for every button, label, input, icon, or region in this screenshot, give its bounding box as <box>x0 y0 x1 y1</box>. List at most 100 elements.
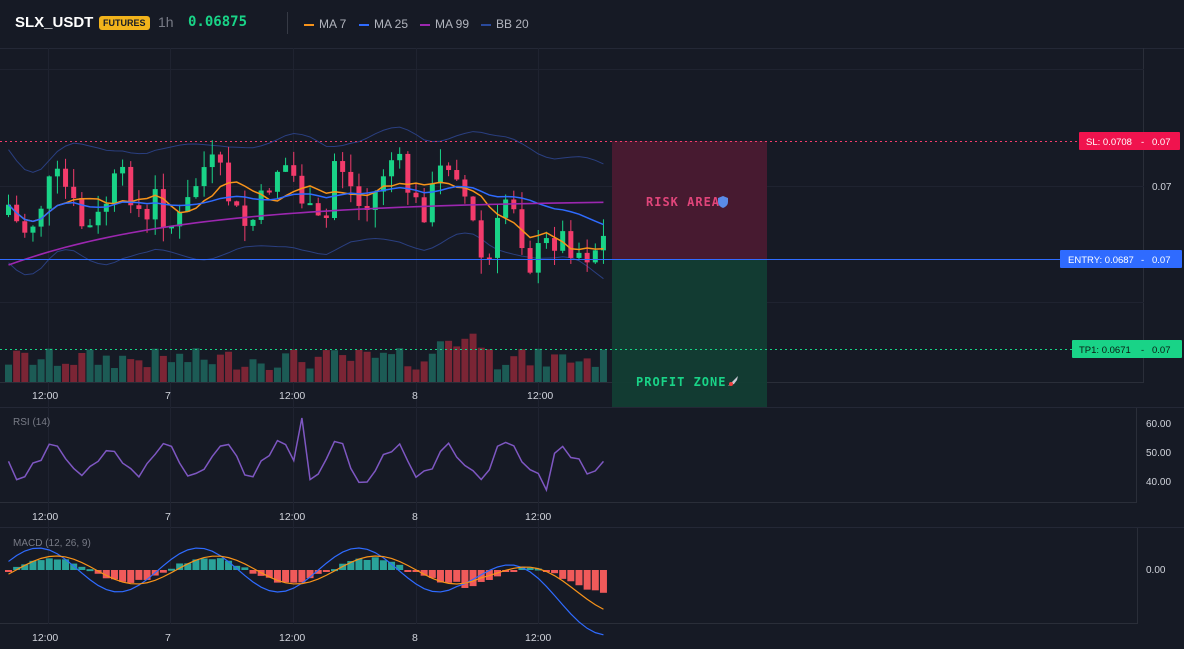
volume-bar <box>526 365 534 382</box>
macd-bar <box>290 570 298 583</box>
volume-bar <box>21 352 29 382</box>
volume-bar <box>119 355 127 382</box>
grid <box>0 48 1144 624</box>
candle-body <box>291 165 297 176</box>
volume-bar <box>453 346 461 382</box>
volume-bar <box>534 348 542 382</box>
volume-bar <box>233 369 241 382</box>
bb-upper <box>8 126 604 173</box>
volume-bar <box>485 349 493 382</box>
interval-label[interactable]: 1h <box>158 14 174 30</box>
macd-bar <box>119 570 127 582</box>
volume-bar <box>102 355 110 382</box>
candle-body <box>446 165 452 171</box>
volume-bar <box>551 354 559 382</box>
macd-bar <box>94 570 102 574</box>
macd-bar <box>184 563 192 570</box>
risk-zone-label: RISK AREA <box>646 195 720 209</box>
macd-bar <box>583 570 591 590</box>
volume-bar <box>494 369 501 382</box>
candle-body <box>71 186 77 199</box>
macd-bar <box>534 568 542 571</box>
entry-tag-price: 0.07 <box>1152 255 1171 266</box>
legend-swatch-icon <box>304 23 314 26</box>
rocket-icon <box>728 376 738 386</box>
entry-tag[interactable] <box>1060 250 1182 268</box>
legend-ma7[interactable]: MA 7 <box>304 17 346 31</box>
volume-bar <box>29 364 37 382</box>
volume-bar <box>13 350 21 382</box>
macd-title: MACD (12, 26, 9) <box>13 538 91 549</box>
rsi-title: RSI (14) <box>13 417 50 428</box>
volume-bar <box>257 363 265 382</box>
volume-bar <box>159 355 167 382</box>
moving-averages <box>7 181 604 266</box>
tp-tag[interactable] <box>1072 340 1182 358</box>
volume-bar <box>542 366 550 382</box>
sl-tag-value: - <box>1141 137 1144 148</box>
volume-bar <box>412 369 420 382</box>
legend-label: MA 99 <box>435 17 470 31</box>
candle-body <box>486 257 492 260</box>
legend-bb20[interactable]: BB 20 <box>481 17 529 31</box>
macd-bar <box>21 564 29 570</box>
macd-bar <box>469 570 477 587</box>
macd-bar <box>314 570 322 574</box>
volume-bar <box>5 364 12 382</box>
macd-bar <box>102 570 110 579</box>
tp-tag-price: 0.07 <box>1152 345 1171 356</box>
volume-bar <box>78 352 86 382</box>
macd-bar <box>241 567 249 570</box>
legend-ma99[interactable]: MA 99 <box>420 17 469 31</box>
macd-bar <box>322 570 330 572</box>
macd-bar <box>388 561 396 570</box>
profit-zone[interactable] <box>612 260 767 407</box>
volume-bar <box>502 364 510 382</box>
symbol-label[interactable]: SLX_USDT <box>15 14 94 31</box>
macd-bar <box>225 560 233 570</box>
candle-body <box>193 186 199 198</box>
volume-bar <box>192 348 200 382</box>
macd-bar <box>453 570 461 582</box>
volume-bar <box>510 356 518 382</box>
macd-bar <box>526 567 534 570</box>
profit-zone-label: PROFIT ZONE <box>636 375 726 389</box>
volume-bar <box>461 338 469 382</box>
candle-body <box>503 199 509 218</box>
macd-bar <box>37 560 45 570</box>
volume-bar <box>559 354 567 382</box>
time-tick: 12:00 <box>525 632 551 644</box>
candle-body <box>421 197 427 223</box>
volume-bar <box>86 349 94 382</box>
macd-bar <box>428 570 436 578</box>
candle-body <box>307 203 313 206</box>
candle-body <box>356 186 362 206</box>
macd-bar <box>567 570 575 582</box>
volume-bar <box>70 364 78 382</box>
macd-bar <box>249 570 257 574</box>
volume-bar <box>241 366 249 382</box>
time-tick: 8 <box>412 632 418 644</box>
candle-body <box>372 191 378 211</box>
candle-body <box>429 183 435 223</box>
legend-ma25[interactable]: MA 25 <box>359 17 408 31</box>
macd-bar <box>461 570 469 588</box>
candle-body <box>79 198 85 227</box>
macd-bar <box>45 558 53 570</box>
macd-bar <box>371 557 379 570</box>
candle-body <box>332 161 337 219</box>
legend-swatch-icon <box>481 23 491 26</box>
macd-bar <box>216 558 224 570</box>
candle-body <box>136 205 142 209</box>
macd-bar <box>78 566 86 570</box>
time-tick: 8 <box>412 511 418 523</box>
sl-tag-label: SL: 0.0708 <box>1086 137 1132 148</box>
candle-body <box>495 217 500 258</box>
volume-bar <box>428 353 436 382</box>
sl-tag[interactable] <box>1079 132 1180 150</box>
sl-tag-price: 0.07 <box>1152 137 1171 148</box>
macd-bar <box>176 563 184 570</box>
risk-zone[interactable] <box>612 141 767 260</box>
volume-bar <box>168 362 175 382</box>
